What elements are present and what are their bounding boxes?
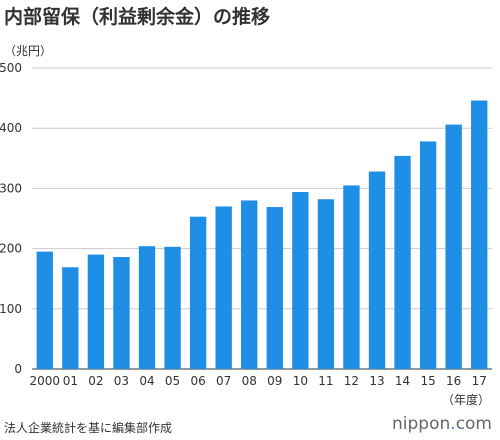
- y-tick-labels: 0 100 200 300 400 500: [0, 61, 22, 376]
- x-tick-label: 10: [293, 374, 308, 388]
- x-tick-label: 17: [472, 374, 487, 388]
- x-tick-label: 03: [114, 374, 129, 388]
- bar-10: [292, 192, 309, 369]
- gridlines: [32, 67, 492, 370]
- bar-17: [471, 100, 488, 370]
- bar-05: [164, 246, 181, 369]
- bar-01: [62, 267, 79, 369]
- x-tick-label: 02: [88, 374, 103, 388]
- logo-part-2: com: [455, 414, 492, 434]
- bar-02: [87, 254, 105, 369]
- bar-04: [138, 246, 156, 369]
- x-tick-label: 14: [395, 374, 410, 388]
- bar-13: [368, 171, 386, 369]
- bar-03: [113, 257, 130, 369]
- bar-16: [445, 124, 462, 369]
- x-tick-label: 07: [216, 374, 231, 388]
- x-tick-label: 05: [165, 374, 180, 388]
- x-tick-labels: 2000 01 02 03 04 05 06 07 08 09 10 11 12 13 14 15 16 17: [30, 374, 487, 388]
- bar-15: [419, 141, 437, 369]
- x-tick-label: 2000: [30, 374, 61, 388]
- x-tick-label: 09: [267, 374, 282, 388]
- bars: [36, 100, 488, 370]
- bar-11: [317, 199, 335, 369]
- x-tick-label: 16: [446, 374, 461, 388]
- y-tick-label: 400: [0, 121, 22, 135]
- x-tick-label: 11: [318, 374, 333, 388]
- source-note: 法人企業統計を基に編集部作成: [4, 421, 173, 435]
- x-tick-label: 12: [344, 374, 359, 388]
- x-tick-label: 13: [369, 374, 384, 388]
- x-tick-label: 01: [63, 374, 78, 388]
- y-tick-label: 500: [0, 61, 22, 75]
- bar-09: [266, 207, 283, 369]
- bar-2000: [36, 251, 53, 369]
- y-tick-label: 0: [14, 362, 22, 376]
- x-tick-label: 08: [242, 374, 257, 388]
- bar-08: [241, 200, 258, 369]
- bar-06: [189, 216, 207, 369]
- logo-dot: .: [450, 414, 456, 434]
- bar-07: [215, 206, 232, 369]
- y-axis-unit-label: （兆円）: [4, 44, 53, 58]
- x-tick-label: 06: [190, 374, 205, 388]
- logo-part-1: nippon: [392, 414, 451, 434]
- x-tick-label: 04: [139, 374, 154, 388]
- x-tick-label: 15: [420, 374, 435, 388]
- y-tick-label: 200: [0, 242, 22, 256]
- chart-title: 内部留保（利益剰余金）の推移: [4, 6, 271, 28]
- bar-12: [343, 185, 360, 369]
- nippon-com-logo: nippon.com: [392, 414, 492, 434]
- x-axis-label: （年度）: [442, 392, 490, 407]
- bar-14: [394, 155, 411, 369]
- y-tick-label: 300: [0, 181, 22, 195]
- y-tick-label: 100: [0, 302, 22, 316]
